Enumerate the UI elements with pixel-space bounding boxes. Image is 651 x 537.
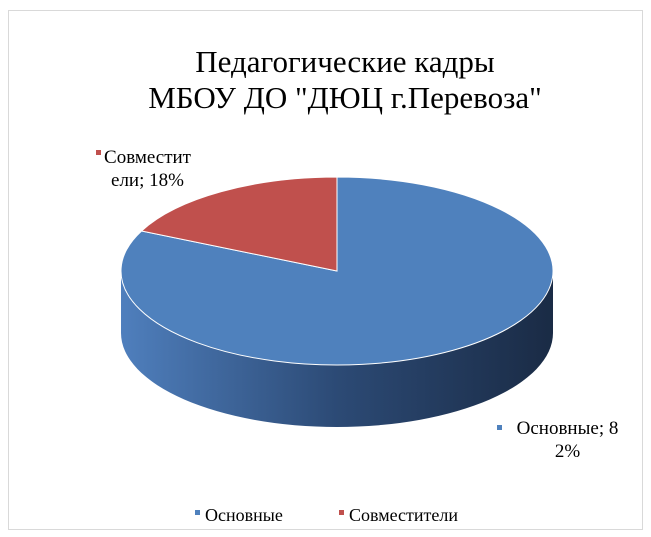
data-label-separator: ; [598,418,609,439]
slice [140,176,338,272]
data-label: Совместители; 18% [100,146,195,192]
data-label-marker [96,150,101,155]
legend-label: Основные [205,505,283,525]
data-label-category: Совместители [104,147,191,191]
data-label-value: 18% [149,170,184,191]
slice [120,176,554,366]
chart-title: Педагогические кадры [195,44,495,79]
data-label: Основные; 82% [510,417,625,463]
data-label-marker [497,425,502,430]
data-label-category: Основные [516,418,599,439]
legend-label: Совместители [349,505,458,525]
chart-title: МБОУ ДО "ДЮЦ г.Перевоза" [148,80,542,115]
data-label-separator: ; [139,170,150,191]
legend-marker [195,510,200,515]
legend-marker [339,510,344,515]
data-label-value: 82% [554,418,619,462]
slice-side [121,271,553,427]
